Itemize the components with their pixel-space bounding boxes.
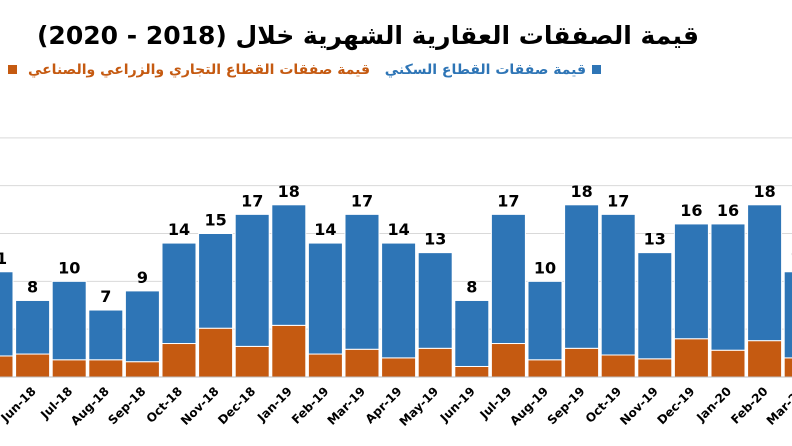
bar-residential [198,233,234,329]
data-label-total: 14 [314,220,336,239]
bar-commercial [490,343,526,378]
bar-residential [124,290,160,363]
data-label-total: 18 [753,182,775,201]
bar-commercial [307,353,343,378]
x-tick-label: Jun-19 [437,384,478,425]
data-label-total: 17 [497,191,519,210]
bar-residential [454,299,490,367]
x-tick-label: Sep-19 [545,384,588,427]
bar-residential [783,271,792,359]
data-label-total: 11 [790,249,792,268]
x-tick-label: Nov-18 [178,384,222,428]
bar-commercial [417,347,453,378]
bar-commercial [454,365,490,378]
x-tick-label: Jan-19 [254,384,295,425]
bar-residential [747,204,783,342]
bar-commercial [88,359,124,378]
data-labels: 11 8 10 7 9 14 15 17 18 14 17 14 13 8 17 10 18 17 13 16 16 18… [0,182,792,306]
bar-commercial [344,348,380,378]
x-tick-label: Feb-20 [728,384,771,427]
x-tick-label: Jun-18 [0,384,39,425]
data-label-total: 18 [278,182,300,201]
x-tick-label: Aug-19 [507,384,551,428]
bar-commercial [710,349,746,378]
bar-commercial [600,354,636,378]
data-label-total: 14 [387,220,409,239]
bar-commercial [15,353,51,378]
bar-commercial [198,327,234,378]
legend-swatch-commercial [8,65,17,74]
legend-label-residential: قيمة صفقات القطاع السكني [385,62,586,78]
bar-residential [600,213,636,356]
bar-residential [344,213,380,350]
bar-commercial [381,357,417,378]
chart-title: قيمة الصفقات العقارية الشهرية خلال (2018… [37,21,699,51]
x-tick-label: Feb-19 [289,384,332,427]
data-label-total: 15 [204,211,226,230]
data-label-total: 10 [58,258,80,277]
data-label-total: 11 [0,249,7,268]
bar-residential [673,223,709,340]
legend-swatch-residential [592,65,601,74]
bar-residential [51,280,87,361]
bar-residential [381,242,417,359]
bar-residential [161,242,197,345]
bar-commercial [527,359,563,378]
bar-commercial [747,340,783,378]
data-label-total: 16 [680,201,702,220]
data-label-total: 9 [137,268,148,287]
bar-residential [490,213,526,345]
bar-residential [527,280,563,361]
bar-commercial [783,357,792,378]
x-tick-label: Sep-18 [105,384,148,427]
bar-commercial [637,358,673,378]
bar-commercial [0,355,14,378]
bar-residential [15,299,51,355]
x-tick-label: Dec-18 [215,384,258,427]
x-tick-label: Jan-20 [693,384,734,425]
data-label-total: 13 [644,230,666,249]
x-tick-label: Aug-18 [68,384,112,428]
data-label-total: 8 [466,277,477,296]
x-tick-label: May-19 [397,384,442,429]
data-label-total: 17 [607,191,629,210]
data-label-total: 7 [100,287,111,306]
bars [0,204,792,378]
bar-residential [234,213,270,347]
x-tick-label: May-18 [0,384,2,429]
data-label-total: 8 [27,277,38,296]
legend: قيمة صفقات القطاع السكني قيمة صفقات القط… [8,62,601,79]
x-tick-label: Dec-19 [654,384,697,427]
bar-commercial [124,361,160,378]
data-label-total: 17 [241,191,263,210]
bar-commercial [673,338,709,378]
x-tick-label: Mar-19 [325,384,369,428]
bar-residential [564,204,600,349]
data-label-total: 16 [717,201,739,220]
x-tick-label: Mar-20 [764,384,792,428]
bar-commercial [234,345,270,378]
data-label-total: 10 [534,258,556,277]
bar-residential [417,252,453,349]
bar-commercial [51,359,87,378]
data-label-total: 14 [168,220,190,239]
bar-residential [88,309,124,361]
data-label-total: 18 [570,182,592,201]
bar-residential [307,242,343,355]
bar-residential [637,252,673,360]
x-tick-label: Nov-19 [617,384,661,428]
bar-commercial [564,347,600,378]
bar-commercial [271,324,307,378]
bar-residential [710,223,746,351]
data-label-total: 17 [351,191,373,210]
data-label-total: 13 [424,230,446,249]
bar-residential [271,204,307,326]
bar-commercial [161,343,197,378]
legend-label-commercial: قيمة صفقات القطاع التجاري والزراعي والصن… [28,62,370,79]
bar-residential [0,271,14,357]
